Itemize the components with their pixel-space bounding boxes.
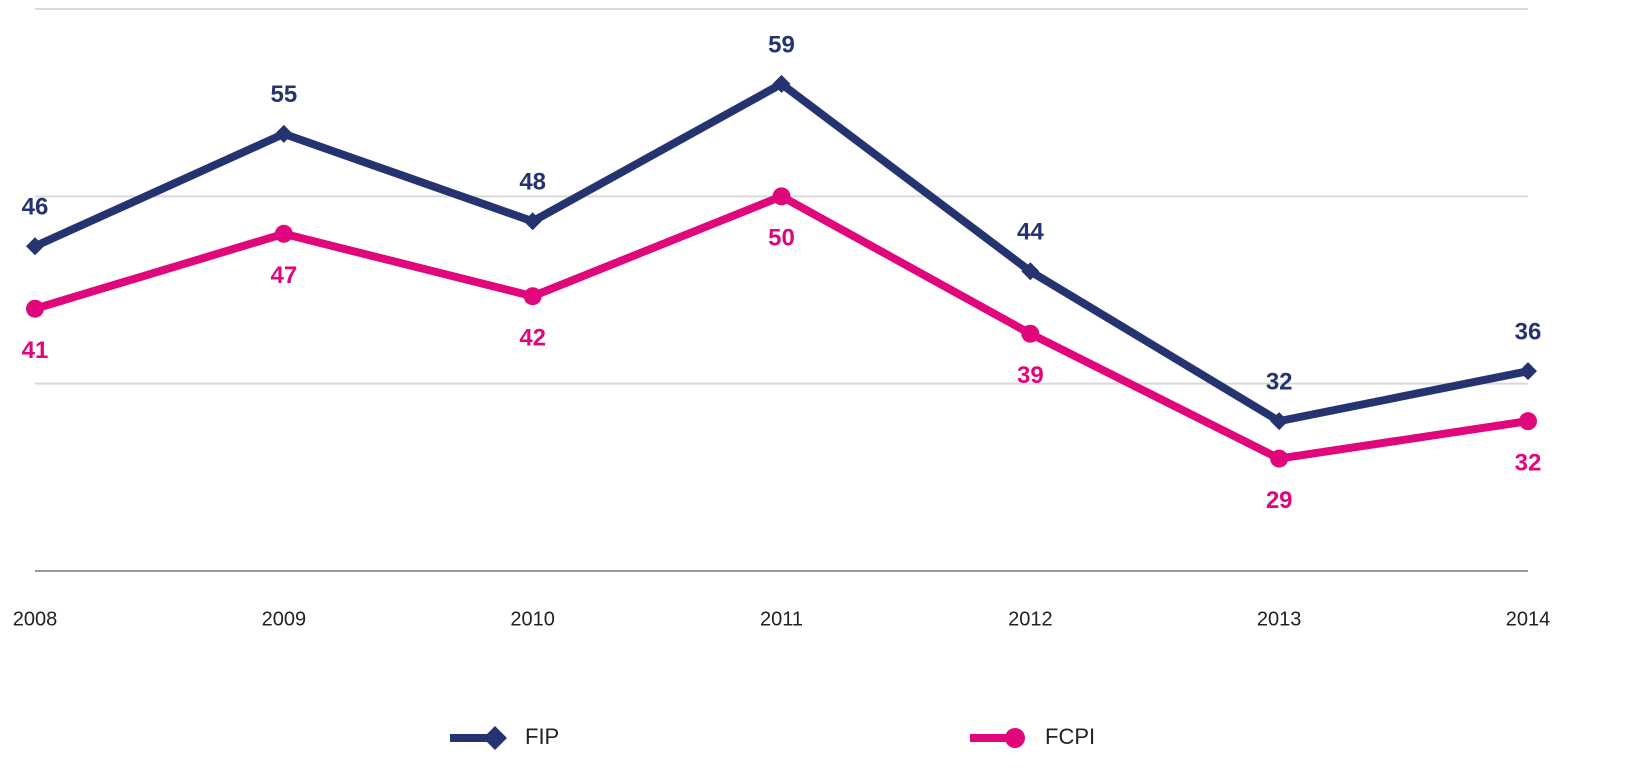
point-marker [1519,362,1537,381]
legend-marker [1005,728,1025,748]
data-label: 39 [1017,362,1044,389]
data-label: 42 [519,325,546,352]
x-tick-label: 2014 [1506,608,1551,630]
data-label: 44 [1017,219,1044,246]
x-tick-label: 2009 [262,608,307,630]
point-marker [274,124,293,143]
point-marker [274,224,293,243]
data-label: 41 [22,337,49,364]
data-label: 59 [768,31,795,58]
data-label: 48 [519,169,546,196]
point-marker [1519,412,1537,431]
data-label: 32 [1515,449,1542,476]
point-marker [1021,324,1040,343]
point-marker [26,237,44,256]
point-marker [1021,262,1040,281]
series-line [33,79,1529,426]
data-label: 55 [270,81,297,108]
legend-label: FIP [525,724,559,749]
point-marker [772,74,791,93]
data-label: 47 [270,262,297,289]
legend-marker [483,726,507,750]
data-label: 32 [1266,368,1293,395]
point-marker [523,212,542,231]
point-marker [26,299,44,318]
data-label: 36 [1515,319,1542,346]
point-marker [1270,449,1289,468]
x-tick-label: 2011 [760,608,803,630]
data-label: 46 [22,194,49,221]
x-tick-label: 2012 [1008,608,1053,630]
x-tick-label: 2010 [510,608,555,630]
point-marker [772,187,791,206]
x-tick-label: 2013 [1257,608,1302,630]
data-label: 50 [768,225,795,252]
x-tick-label: 2008 [13,608,58,630]
point-marker [1270,412,1289,431]
legend-label: FCPI [1045,724,1095,749]
point-marker [523,287,542,306]
data-label: 29 [1266,487,1293,514]
